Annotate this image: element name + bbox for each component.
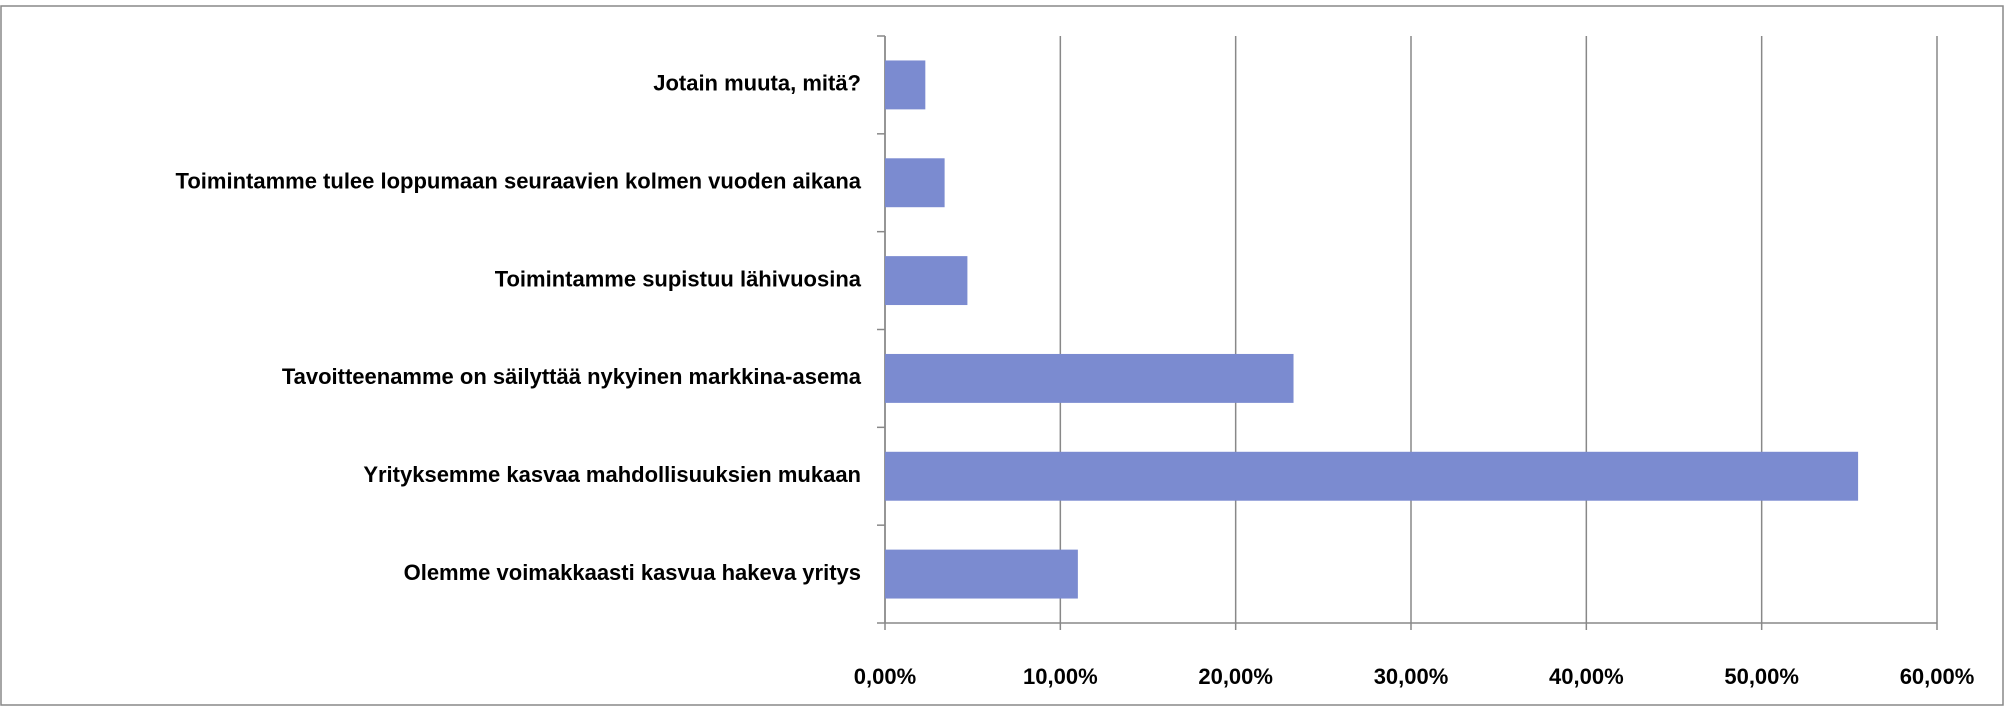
x-tick-label: 0,00% [854, 664, 916, 689]
bar [885, 256, 968, 306]
x-tick-label: 40,00% [1549, 664, 1624, 689]
y-tick-label: Jotain muuta, mitä? [653, 71, 861, 96]
y-tick-label: Yrityksemme kasvaa mahdollisuuksien muka… [363, 462, 861, 487]
x-tick-label: 50,00% [1724, 664, 1799, 689]
bar [885, 60, 926, 110]
bar [885, 353, 1294, 403]
x-tick-label: 60,00% [1900, 664, 1975, 689]
y-tick-label: Toimintamme supistuu lähivuosina [495, 266, 862, 291]
y-tick-label: Toimintamme tulee loppumaan seuraavien k… [176, 169, 862, 194]
x-tick-label: 30,00% [1374, 664, 1449, 689]
x-tick-label: 20,00% [1198, 664, 1273, 689]
y-tick-label: Tavoitteenamme on säilyttää nykyinen mar… [282, 364, 862, 389]
bar [885, 158, 945, 208]
bar [885, 549, 1078, 599]
y-tick-label: Olemme voimakkaasti kasvua hakeva yritys [404, 560, 861, 585]
x-tick-label: 10,00% [1023, 664, 1098, 689]
bar [885, 451, 1859, 501]
